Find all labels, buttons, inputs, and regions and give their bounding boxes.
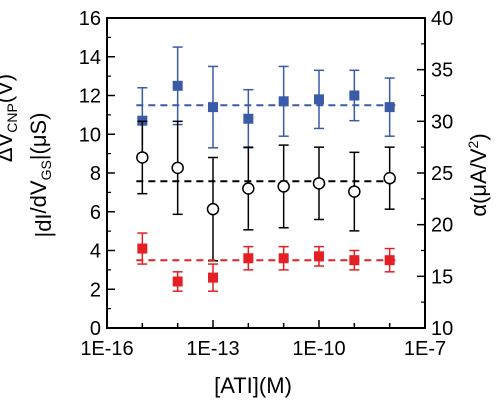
x-axis: 1E-16 1E-13 1E-10 1E-7 <box>80 320 446 360</box>
y-axis-right-title: α(μA/V2) <box>465 133 491 216</box>
y-left-tick-label: 2 <box>90 279 101 301</box>
data-point <box>171 161 184 175</box>
y-left-tick-label: 16 <box>79 8 101 30</box>
data-point <box>243 113 254 124</box>
series-3 <box>136 232 396 292</box>
data-point <box>312 177 326 190</box>
data-point <box>278 253 289 264</box>
x-tick-label: 1E-7 <box>404 338 446 360</box>
y-right-tick-label: 10 <box>431 318 453 340</box>
y-right-tick-label: 35 <box>431 60 453 82</box>
x-tick-label: 1E-13 <box>186 338 239 360</box>
y-right-tick-label: 25 <box>431 163 453 185</box>
data-point <box>349 255 360 266</box>
y-left-tick-label: 4 <box>90 241 101 263</box>
y-axis-outer-title: ΔVCNP(V) <box>0 74 20 162</box>
y-right-tick-label: 15 <box>431 266 453 288</box>
y-left-tick-label: 12 <box>79 86 101 108</box>
data-point <box>277 180 290 193</box>
y-axis-left: 0 2 4 6 8 10 12 14 16 <box>79 8 115 340</box>
y-left-tick-label: 6 <box>90 202 101 224</box>
y-axis-right: 10 15 20 25 30 35 40 <box>417 8 453 340</box>
data-point <box>314 251 324 262</box>
y-left-tick-label: 10 <box>79 124 101 146</box>
series-1 <box>136 46 396 155</box>
data-point <box>243 253 254 264</box>
data-point <box>208 102 218 113</box>
data-point <box>242 182 255 195</box>
data-point <box>384 102 395 113</box>
data-point <box>383 171 396 185</box>
series-2 <box>136 120 396 262</box>
data-point <box>208 272 218 283</box>
x-tick-label: 1E-10 <box>292 338 345 360</box>
y-right-tick-label: 20 <box>431 215 453 237</box>
data-point <box>172 276 183 287</box>
y-left-tick-label: 8 <box>90 163 101 185</box>
plot-area <box>136 46 396 292</box>
data-point <box>278 96 289 107</box>
data-point <box>172 80 183 91</box>
x-tick-label: 1E-16 <box>80 338 133 360</box>
y-axis-left-title: |dI/dVGS|(μS) <box>26 112 56 237</box>
data-point <box>206 202 220 216</box>
data-point <box>137 243 148 254</box>
data-point <box>384 255 395 266</box>
y-right-tick-label: 40 <box>431 8 453 30</box>
data-point <box>314 94 324 105</box>
y-left-tick-label: 0 <box>90 318 101 340</box>
y-left-tick-label: 14 <box>79 47 101 69</box>
data-point <box>348 185 361 198</box>
data-point <box>349 90 360 101</box>
data-point <box>136 151 149 164</box>
x-axis-title: [ATI](M) <box>214 373 292 398</box>
y-right-tick-label: 30 <box>431 111 453 133</box>
plot-frame <box>106 17 426 329</box>
